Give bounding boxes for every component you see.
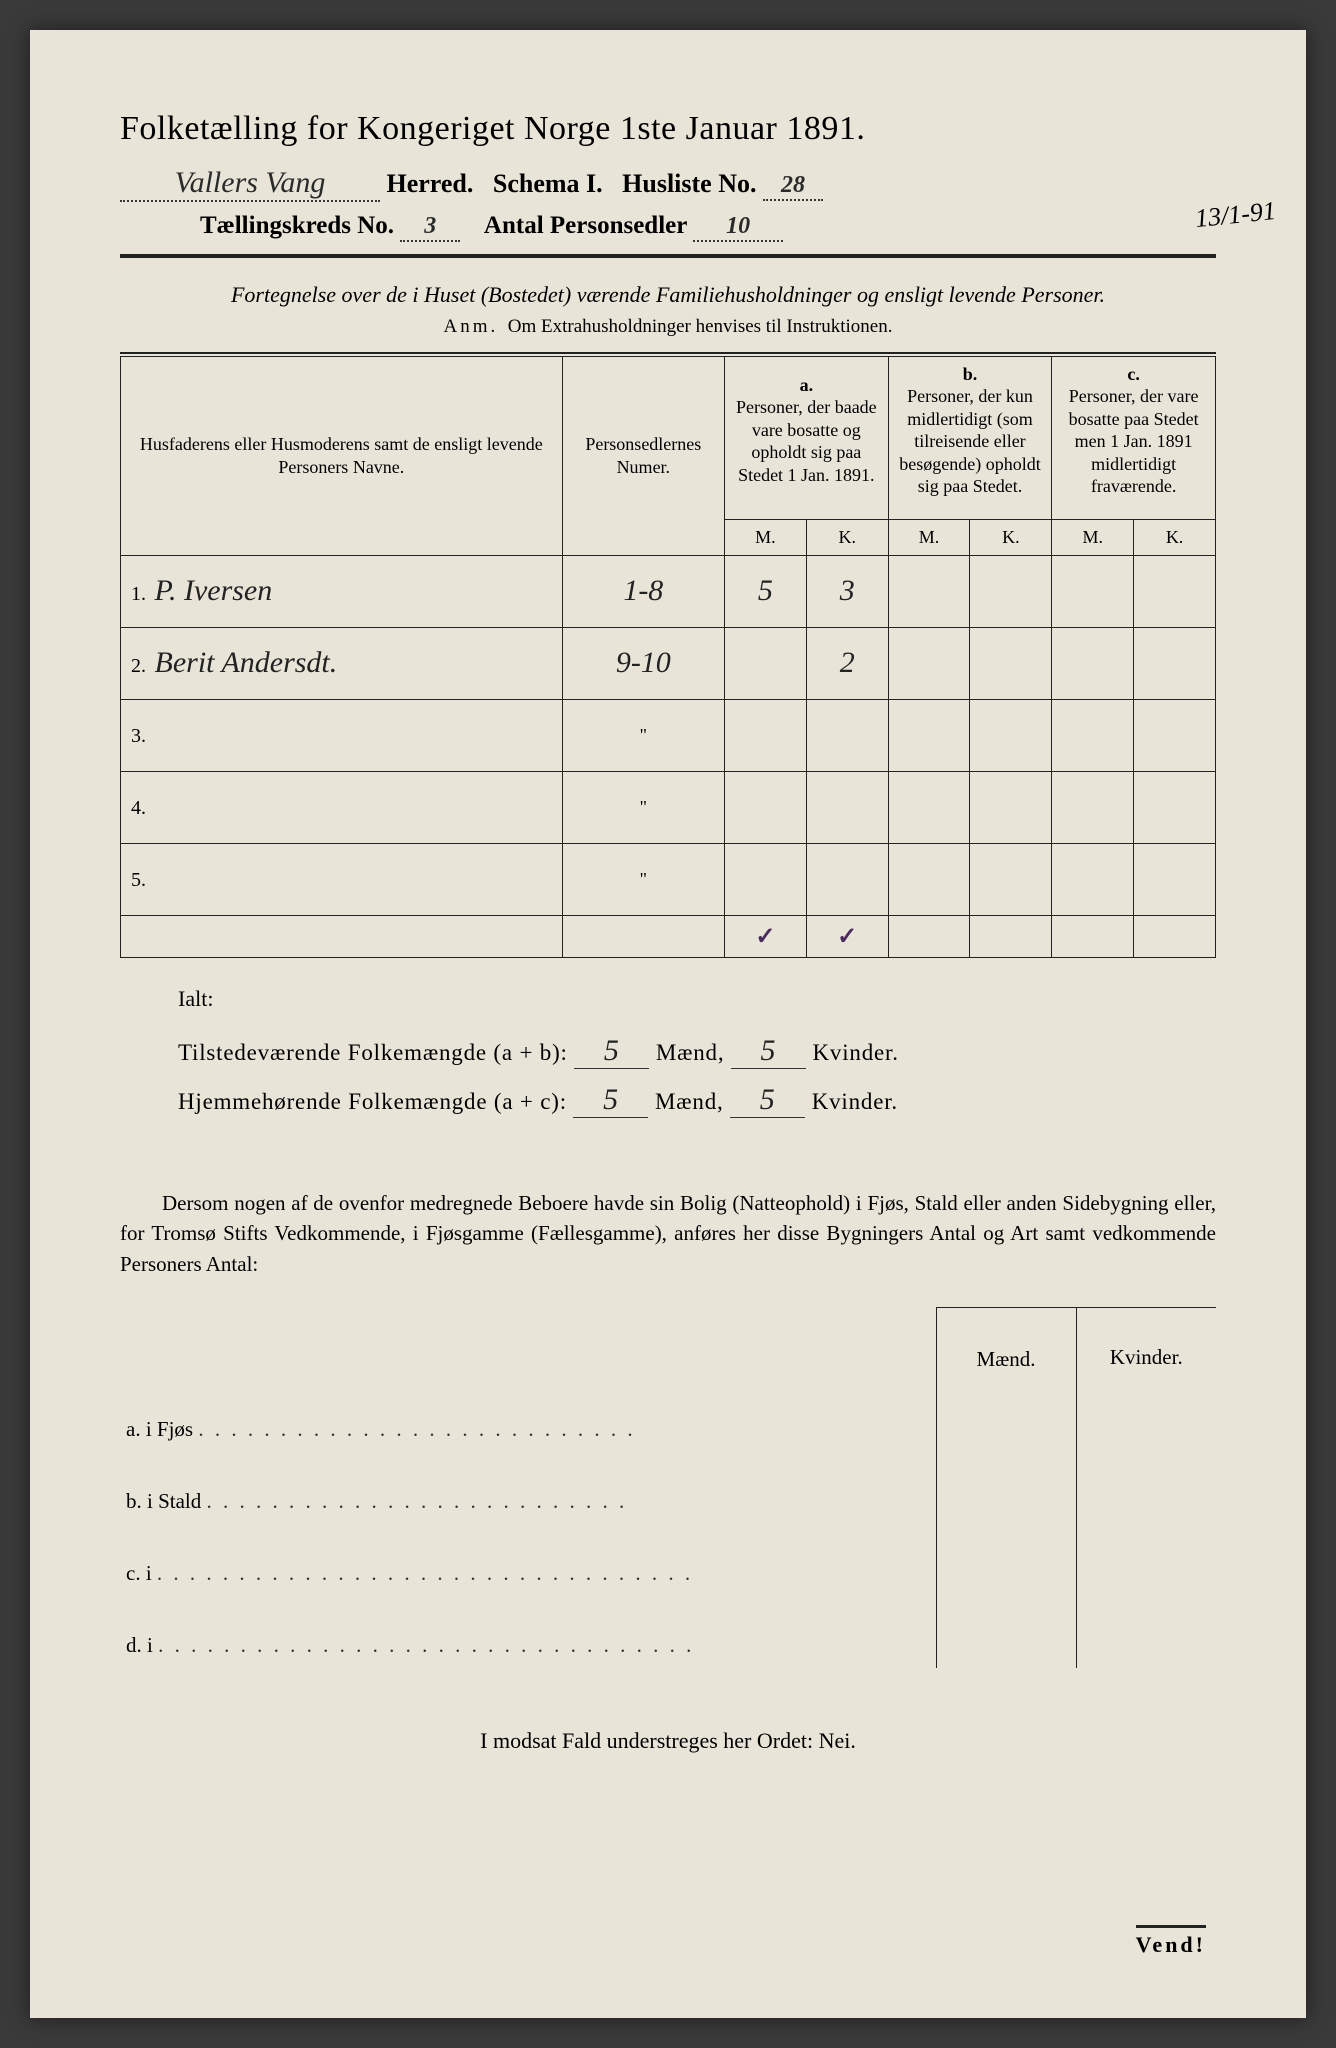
table-body: 1. P. Iversen 1-8 5 3 2. Berit Andersdt.… (121, 555, 1216, 957)
anm-line: Anm. Om Extrahusholdninger henvises til … (120, 316, 1216, 338)
subtitle: Fortegnelse over de i Huset (Bostedet) v… (120, 280, 1216, 310)
rule-1 (120, 254, 1216, 258)
antal-label: Antal Personsedler (484, 212, 687, 239)
antal-val: 10 (693, 213, 783, 242)
page-title: Folketælling for Kongeriget Norge 1ste J… (120, 110, 1216, 148)
herred-label: Herred. (387, 169, 474, 198)
herred-handwritten: Vallers Vang (120, 166, 380, 202)
col-a: a. Personer, der baade vare bosatte og o… (724, 356, 888, 504)
census-form-page: Folketælling for Kongeriget Norge 1ste J… (30, 30, 1306, 2018)
table-row: 5. " (121, 843, 1216, 915)
header-line-2: Tællingskreds No. 3 Antal Personsedler 1… (120, 212, 1216, 242)
table-row: 4. " (121, 771, 1216, 843)
check-row: ✓ ✓ (121, 915, 1216, 957)
anm-text: Om Extrahusholdninger henvises til Instr… (508, 316, 893, 337)
col-names: Husfaderens eller Husmoderens samt de en… (121, 356, 563, 555)
col-ps: Personsedlernes Numer. (562, 356, 724, 555)
vend-label: Vend! (1136, 1925, 1206, 1958)
kreds-no: 3 (400, 213, 460, 242)
dwelling-paragraph: Dersom nogen af de ovenfor medregnede Be… (120, 1188, 1216, 1279)
dwell-a: a. i Fjøs . . . . . . . . . . . . . . . … (120, 1380, 936, 1452)
husliste-label: Husliste No. (622, 169, 756, 198)
table-row: 3. " (121, 699, 1216, 771)
checkmark-icon: ✓ (755, 924, 775, 950)
b-k: K. (970, 520, 1052, 556)
dwell-kvinder: Kvinder. (1076, 1308, 1216, 1380)
ialt-label: Ialt: (178, 986, 1216, 1012)
header-line-1: Vallers Vang Herred. Schema I. Husliste … (120, 166, 1216, 202)
dwell-b: b. i Stald . . . . . . . . . . . . . . .… (120, 1452, 936, 1524)
dwell-d: d. i . . . . . . . . . . . . . . . . . .… (120, 1596, 936, 1668)
col-c: c. Personer, der vare bosatte paa Stedet… (1052, 356, 1216, 504)
rule-2 (120, 352, 1216, 354)
table-row: 1. P. Iversen 1-8 5 3 (121, 555, 1216, 627)
col-b: b. Personer, der kun midlertidigt (som t… (888, 356, 1052, 504)
kreds-label: Tællingskreds No. (200, 212, 394, 239)
anm-label: Anm. (444, 316, 499, 337)
main-table: Husfaderens eller Husmoderens samt de en… (120, 356, 1216, 958)
dwell-c: c. i . . . . . . . . . . . . . . . . . .… (120, 1524, 936, 1596)
schema-label: Schema I. (493, 169, 603, 198)
table-row: 2. Berit Andersdt. 9-10 2 (121, 627, 1216, 699)
a-k: K. (806, 520, 888, 556)
c-m: M. (1052, 520, 1134, 556)
checkmark-icon: ✓ (837, 924, 857, 950)
dwell-maend: Mænd. (936, 1308, 1076, 1380)
total-resident: Hjemmehørende Folkemængde (a + c): 5 Mæn… (178, 1083, 1216, 1118)
total-present: Tilstedeværende Folkemængde (a + b): 5 M… (178, 1034, 1216, 1069)
dwelling-table: Mænd. Kvinder. a. i Fjøs . . . . . . . .… (120, 1307, 1216, 1668)
a-m: M. (724, 520, 806, 556)
footer-text: I modsat Fald understreges her Ordet: Ne… (120, 1728, 1216, 1754)
b-m: M. (888, 520, 970, 556)
c-k: K. (1134, 520, 1216, 556)
totals-block: Ialt: Tilstedeværende Folkemængde (a + b… (120, 986, 1216, 1118)
husliste-no: 28 (763, 172, 823, 201)
